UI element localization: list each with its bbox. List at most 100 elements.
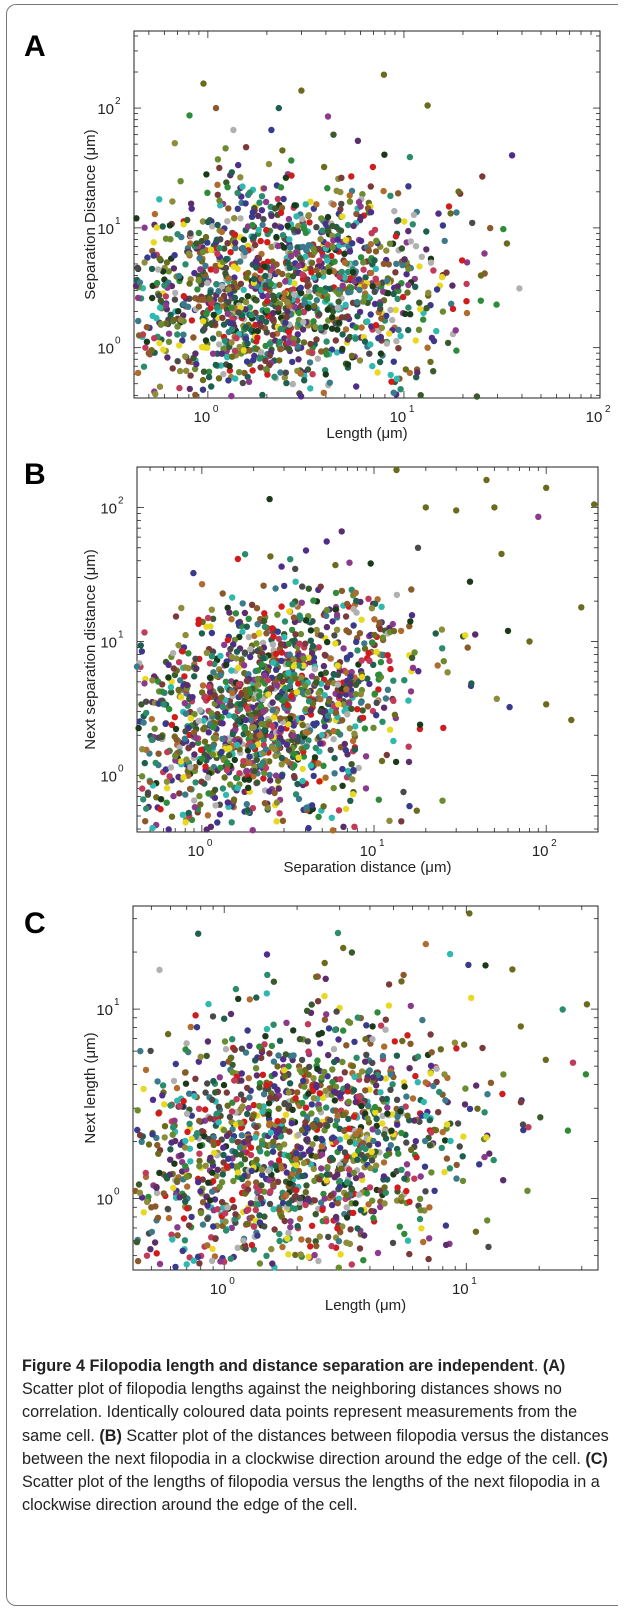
data-point <box>460 1133 467 1140</box>
data-point <box>228 616 235 623</box>
data-point <box>342 805 350 813</box>
data-point <box>233 1096 240 1103</box>
data-point <box>390 358 397 365</box>
data-point <box>271 1226 278 1233</box>
data-point <box>275 1157 283 1164</box>
data-point <box>422 1079 429 1086</box>
data-point <box>229 1137 236 1144</box>
data-point <box>186 785 194 793</box>
data-point <box>284 701 291 709</box>
data-point <box>300 339 308 346</box>
data-point <box>329 244 336 251</box>
data-point <box>209 1013 217 1020</box>
data-point <box>365 1102 372 1110</box>
data-point <box>268 212 275 219</box>
data-point <box>374 1249 382 1257</box>
data-point <box>300 662 307 669</box>
data-point <box>363 1190 371 1197</box>
data-point <box>326 285 334 292</box>
data-point <box>211 786 219 794</box>
data-point <box>285 1102 293 1109</box>
data-point <box>268 1042 276 1050</box>
data-point <box>403 271 410 278</box>
data-point <box>299 271 306 278</box>
x-tick-label: 10 <box>390 409 407 426</box>
data-point <box>289 273 297 280</box>
data-point <box>313 336 320 343</box>
data-point <box>219 703 226 711</box>
data-point <box>385 290 392 297</box>
data-point <box>149 294 156 302</box>
data-point <box>236 770 243 777</box>
data-point <box>261 727 268 734</box>
data-point <box>257 237 264 245</box>
data-point <box>205 373 213 381</box>
data-point <box>272 772 280 779</box>
data-point <box>297 393 305 400</box>
data-point <box>254 667 262 674</box>
data-point <box>405 227 412 235</box>
data-point <box>407 688 415 695</box>
data-point <box>472 1228 480 1235</box>
data-point <box>375 335 382 342</box>
data-point <box>301 225 308 233</box>
data-point <box>412 243 420 250</box>
data-point <box>275 1105 282 1112</box>
data-point <box>245 633 252 641</box>
data-point <box>474 1105 481 1112</box>
data-point <box>347 681 354 688</box>
data-point <box>373 1082 380 1089</box>
data-point <box>249 235 257 242</box>
data-point <box>244 1137 252 1144</box>
data-point <box>305 1253 312 1260</box>
data-point <box>303 743 310 750</box>
data-point <box>276 673 283 680</box>
data-point <box>311 302 318 310</box>
data-point <box>346 559 353 566</box>
data-point <box>275 104 282 112</box>
data-point <box>361 640 368 647</box>
data-point <box>313 297 320 304</box>
data-point <box>294 1089 301 1096</box>
data-point <box>224 799 231 806</box>
data-point <box>261 610 268 617</box>
data-point <box>420 1238 427 1246</box>
data-point <box>323 1104 330 1111</box>
data-point <box>285 1152 292 1159</box>
data-point <box>347 797 354 804</box>
data-point <box>328 814 335 821</box>
data-point <box>199 318 207 325</box>
data-point <box>356 357 364 364</box>
data-point <box>196 255 203 262</box>
data-point <box>369 1126 376 1133</box>
data-point <box>217 694 225 702</box>
x-tick-exp: 2 <box>551 838 557 849</box>
data-point <box>257 364 264 371</box>
data-point <box>384 1110 391 1117</box>
data-point <box>543 484 550 491</box>
data-point <box>227 320 234 327</box>
data-point <box>283 314 290 321</box>
data-point <box>203 310 210 317</box>
data-point <box>202 262 209 270</box>
data-point <box>234 774 241 782</box>
data-point <box>278 603 285 610</box>
data-point <box>260 216 267 223</box>
data-point <box>483 476 490 484</box>
data-point <box>397 386 404 393</box>
data-point <box>262 1033 269 1040</box>
data-point <box>161 282 168 289</box>
data-point <box>146 778 154 785</box>
data-point <box>282 684 289 692</box>
data-point <box>197 801 204 808</box>
data-point <box>154 1078 161 1085</box>
data-point <box>149 1131 156 1138</box>
data-point <box>418 253 425 260</box>
data-point <box>195 620 202 627</box>
data-point <box>340 823 347 830</box>
data-point <box>359 714 367 722</box>
data-point <box>305 737 312 744</box>
data-point <box>207 623 214 630</box>
data-point <box>360 298 367 305</box>
data-point <box>442 1097 449 1104</box>
